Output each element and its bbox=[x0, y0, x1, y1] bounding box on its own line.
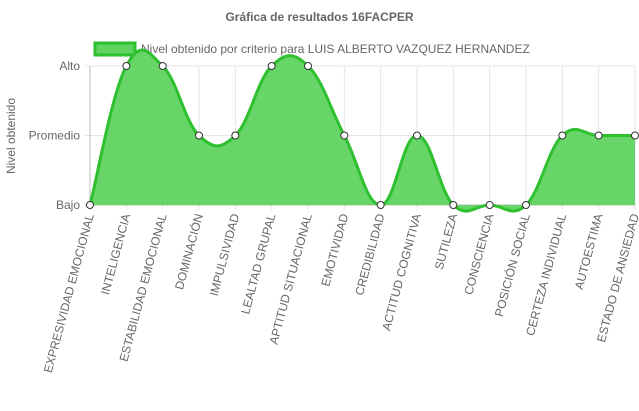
y-tick-label: Promedio bbox=[29, 129, 81, 143]
x-tick-label: AUTOESTIMA bbox=[572, 212, 606, 291]
x-tick-label: CERTEZA INDIVIDUAL bbox=[523, 212, 569, 337]
data-point[interactable] bbox=[158, 62, 167, 70]
data-point[interactable] bbox=[631, 131, 639, 140]
legend[interactable]: Nivel obtenido por criterio para LUIS AL… bbox=[93, 41, 530, 57]
data-points bbox=[86, 62, 639, 209]
data-point[interactable] bbox=[376, 201, 385, 209]
data-point[interactable] bbox=[558, 131, 567, 140]
y-axis-title: Nivel obtenido bbox=[4, 98, 18, 174]
x-tick-label: ACTITUD COGNITIVA bbox=[379, 212, 424, 332]
data-point[interactable] bbox=[231, 131, 240, 140]
x-tick-label: EMOTIVIDAD bbox=[318, 212, 351, 288]
legend-label: Nivel obtenido por criterio para LUIS AL… bbox=[141, 42, 530, 56]
data-point[interactable] bbox=[340, 131, 349, 140]
data-point[interactable] bbox=[86, 201, 94, 209]
x-tick-label: DOMINACIÓN bbox=[171, 212, 206, 291]
data-point[interactable] bbox=[267, 62, 276, 70]
x-tick-label: LEALTAD GRUPAL bbox=[238, 212, 278, 316]
x-tick-label: SUTILEZA bbox=[432, 212, 460, 271]
y-tick-label: Alto bbox=[59, 59, 80, 73]
data-point[interactable] bbox=[449, 201, 458, 209]
x-axis-ticks: EXPRESIVIDAD EMOCIONAL INTELIGENCIAESTABI… bbox=[41, 212, 639, 375]
data-point[interactable] bbox=[413, 131, 421, 140]
x-tick-label: CREDIBILIDAD bbox=[352, 212, 387, 297]
data-area bbox=[88, 48, 635, 213]
data-point[interactable] bbox=[122, 62, 131, 70]
x-tick-label: CONSCIENCIA bbox=[461, 212, 496, 296]
data-point[interactable] bbox=[522, 201, 530, 209]
data-point[interactable] bbox=[485, 201, 494, 209]
x-tick-label: EXPRESIVIDAD EMOCIONAL bbox=[41, 212, 97, 374]
y-tick-label: Bajo bbox=[56, 198, 80, 212]
y-axis-ticks: Bajo Promedio Alto bbox=[29, 59, 81, 212]
series-area bbox=[90, 49, 635, 212]
data-point[interactable] bbox=[304, 62, 312, 70]
x-tick-label: IMPULSIVIDAD bbox=[207, 212, 243, 298]
series-line bbox=[88, 48, 635, 213]
data-point[interactable] bbox=[195, 131, 203, 140]
x-tick-label: INTELIGENCIA bbox=[98, 212, 133, 296]
legend-swatch bbox=[93, 41, 137, 57]
x-tick-label: POSICIÓN SOCIAL bbox=[491, 212, 533, 319]
data-point[interactable] bbox=[594, 131, 603, 140]
chart-title: Gráfica de resultados 16FACPER bbox=[225, 10, 413, 24]
